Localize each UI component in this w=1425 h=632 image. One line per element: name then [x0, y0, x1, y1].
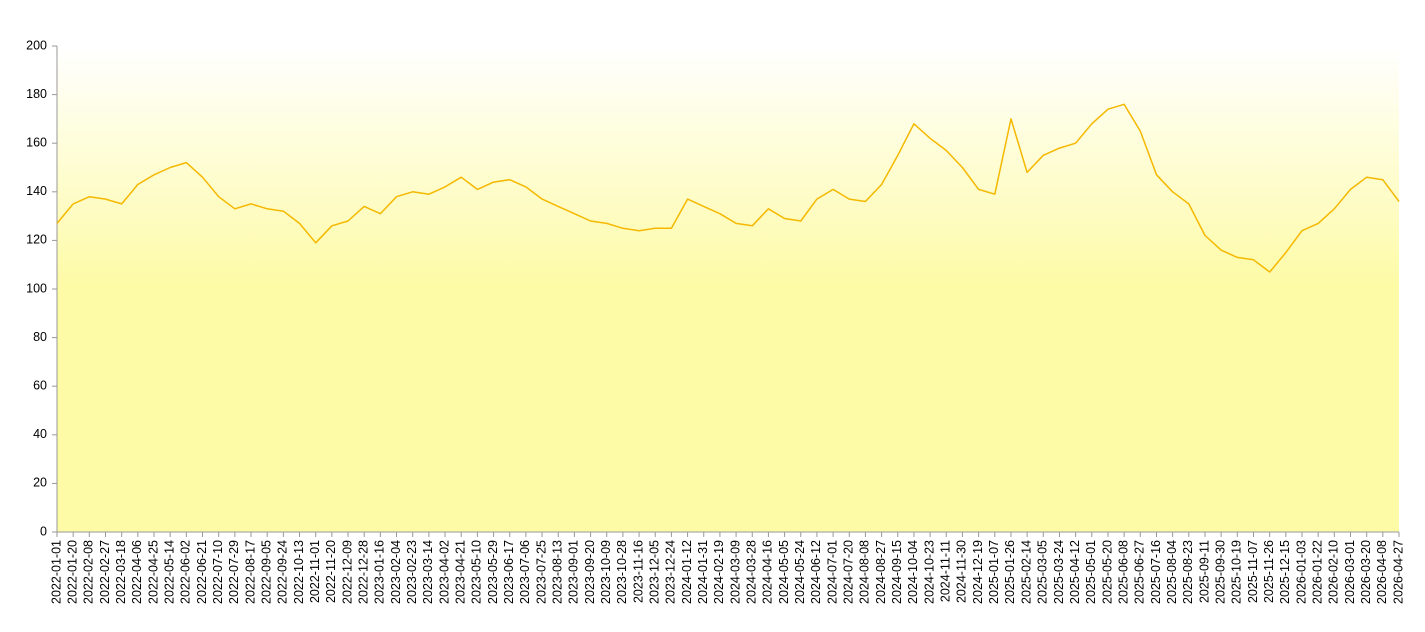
x-tick-label: 2025-10-19: [1230, 540, 1244, 604]
x-tick-label: 2024-09-15: [890, 540, 904, 604]
x-tick-label: 2024-05-05: [777, 540, 791, 604]
x-tick-label: 2022-02-27: [98, 540, 112, 604]
x-tick-label: 2024-05-24: [793, 540, 807, 604]
x-tick-label: 2023-05-10: [470, 540, 484, 604]
x-tick-label: 2023-07-25: [534, 540, 548, 604]
x-tick-label: 2026-03-01: [1343, 540, 1357, 604]
x-tick-label: 2023-02-04: [389, 540, 403, 604]
x-tick-label: 2023-10-09: [599, 540, 613, 604]
y-tick-label: 80: [33, 330, 47, 344]
x-tick-label: 2023-09-20: [583, 540, 597, 604]
x-tick-label: 2022-12-28: [357, 540, 371, 604]
x-tick-label: 2024-08-27: [874, 540, 888, 604]
x-tick-label: 2024-10-04: [906, 540, 920, 604]
x-tick-label: 2022-10-13: [292, 540, 306, 604]
x-tick-label: 2024-01-31: [696, 540, 710, 604]
x-tick-label: 2025-11-26: [1262, 540, 1276, 603]
x-tick-label: 2024-11-30: [955, 540, 969, 603]
y-tick-label: 20: [33, 476, 47, 490]
x-tick-label: 2022-02-08: [82, 540, 96, 604]
x-tick-label: 2023-06-17: [502, 540, 516, 604]
x-tick-label: 2022-03-18: [114, 540, 128, 604]
x-tick-label: 2024-06-12: [809, 540, 823, 604]
x-tick-label: 2025-12-15: [1278, 540, 1292, 604]
x-tick-label: 2022-08-17: [243, 540, 257, 604]
x-tick-label: 2023-12-24: [664, 540, 678, 604]
y-tick-label: 140: [26, 184, 47, 198]
x-tick-label: 2025-07-16: [1149, 540, 1163, 604]
x-tick-label: 2024-04-16: [761, 540, 775, 604]
x-tick-label: 2023-03-14: [421, 540, 435, 604]
x-tick-label: 2022-04-25: [146, 540, 160, 604]
x-tick-label: 2026-01-22: [1310, 540, 1324, 604]
x-tick-label: 2022-11-01: [308, 540, 322, 603]
x-tick-label: 2024-10-23: [922, 540, 936, 604]
x-tick-label: 2022-11-20: [324, 540, 338, 603]
x-tick-label: 2026-03-20: [1359, 540, 1373, 604]
x-tick-label: 2023-07-06: [518, 540, 532, 604]
x-tick-label: 2025-08-23: [1181, 540, 1195, 604]
x-tick-label: 2023-04-21: [454, 540, 468, 604]
x-tick-label: 2024-02-19: [712, 540, 726, 604]
x-tick-label: 2026-04-27: [1391, 540, 1405, 604]
x-tick-label: 2023-09-01: [567, 540, 581, 604]
y-tick-label: 160: [26, 135, 47, 149]
x-tick-label: 2026-04-08: [1375, 540, 1389, 604]
x-tick-label: 2022-01-20: [65, 540, 79, 604]
y-tick-label: 200: [26, 38, 47, 52]
y-tick-label: 120: [26, 233, 47, 247]
y-tick-label: 60: [33, 378, 47, 392]
x-tick-label: 2022-05-14: [162, 540, 176, 604]
x-tick-label: 2022-06-02: [179, 540, 193, 604]
x-tick-label: 2025-08-04: [1165, 540, 1179, 604]
x-tick-label: 2025-01-07: [987, 540, 1001, 604]
x-tick-label: 2024-03-09: [728, 540, 742, 604]
x-tick-label: 2022-09-24: [276, 540, 290, 604]
x-tick-label: 2024-07-20: [842, 540, 856, 604]
x-tick-label: 2022-06-21: [195, 540, 209, 604]
x-tick-label: 2025-06-27: [1133, 540, 1147, 604]
x-tick-label: 2022-12-09: [340, 540, 354, 604]
x-tick-label: 2026-02-10: [1327, 540, 1341, 604]
x-tick-label: 2024-08-08: [858, 540, 872, 604]
y-tick-label: 40: [33, 427, 47, 441]
x-tick-label: 2023-11-16: [631, 540, 645, 603]
x-tick-label: 2022-07-29: [227, 540, 241, 604]
y-tick-label: 0: [40, 524, 47, 538]
x-tick-label: 2023-02-23: [405, 540, 419, 604]
x-tick-label: 2025-02-14: [1019, 540, 1033, 604]
x-tick-label: 2025-09-11: [1197, 540, 1211, 603]
x-tick-label: 2026-01-03: [1294, 540, 1308, 604]
x-tick-label: 2025-03-05: [1036, 540, 1050, 604]
x-tick-label: 2024-07-01: [825, 540, 839, 604]
data-line: [56, 103, 1400, 273]
x-tick-label: 2023-08-13: [551, 540, 565, 604]
x-tick-label: 2023-01-16: [373, 540, 387, 604]
x-tick-label: 2022-04-06: [130, 540, 144, 604]
x-tick-label: 2025-04-12: [1068, 540, 1082, 604]
x-tick-label: 2023-05-29: [486, 540, 500, 604]
x-tick-label: 2024-03-28: [745, 540, 759, 604]
x-tick-label: 2025-05-01: [1084, 540, 1098, 604]
x-tick-label: 2025-09-30: [1213, 540, 1227, 604]
x-tick-label: 2025-01-26: [1003, 540, 1017, 604]
y-tick-label: 180: [26, 87, 47, 101]
x-tick-label: 2024-01-12: [680, 540, 694, 604]
x-tick-label: 2025-11-07: [1246, 540, 1260, 603]
x-tick-label: 2023-04-02: [437, 540, 451, 604]
x-tick-label: 2024-12-19: [971, 540, 985, 604]
x-tick-label: 2025-05-20: [1100, 540, 1114, 604]
x-tick-label: 2022-07-10: [211, 540, 225, 604]
x-tick-label: 2024-11-11: [939, 540, 953, 602]
x-tick-label: 2023-12-05: [648, 540, 662, 604]
x-tick-label: 2025-06-08: [1116, 540, 1130, 604]
plot-background: [57, 46, 1399, 532]
x-tick-label: 2022-01-01: [49, 540, 63, 604]
y-tick-label: 100: [26, 281, 47, 295]
x-tick-label: 2025-03-24: [1052, 540, 1066, 604]
x-tick-label: 2022-09-05: [259, 540, 273, 604]
x-tick-label: 2023-10-28: [615, 540, 629, 604]
